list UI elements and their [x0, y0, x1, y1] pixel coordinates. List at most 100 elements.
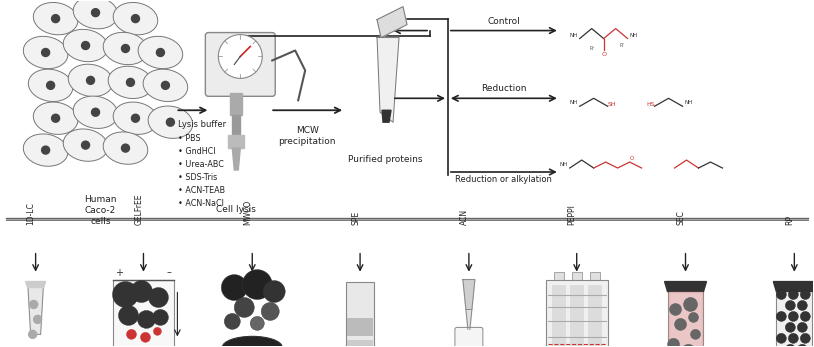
Circle shape — [681, 344, 695, 347]
Text: • ACN-NaCl: • ACN-NaCl — [178, 199, 225, 208]
Circle shape — [91, 9, 99, 17]
Circle shape — [218, 35, 262, 78]
Circle shape — [234, 297, 254, 318]
Text: Control: Control — [488, 17, 520, 26]
Ellipse shape — [63, 129, 107, 161]
Circle shape — [141, 332, 151, 342]
Circle shape — [243, 270, 272, 299]
Polygon shape — [463, 280, 475, 310]
Text: R': R' — [619, 43, 624, 48]
Circle shape — [161, 81, 169, 89]
Circle shape — [250, 316, 265, 330]
Ellipse shape — [103, 32, 148, 65]
Polygon shape — [28, 281, 44, 335]
Circle shape — [684, 297, 698, 312]
Circle shape — [221, 274, 247, 301]
Text: NH: NH — [570, 100, 578, 105]
Bar — [570, 285, 584, 347]
Circle shape — [29, 301, 37, 308]
Circle shape — [121, 144, 129, 152]
Circle shape — [777, 312, 786, 321]
Polygon shape — [232, 148, 240, 170]
Text: Reduction or alkylation: Reduction or alkylation — [455, 175, 552, 184]
Circle shape — [166, 118, 174, 126]
Text: PEPPI: PEPPI — [567, 204, 576, 225]
Bar — [554, 272, 564, 281]
Bar — [112, 280, 174, 347]
Ellipse shape — [148, 106, 193, 138]
Circle shape — [91, 108, 99, 116]
Circle shape — [786, 322, 795, 332]
Circle shape — [132, 114, 139, 122]
Text: Human
Caco-2
cells: Human Caco-2 cells — [85, 195, 116, 226]
Circle shape — [798, 322, 807, 332]
Ellipse shape — [33, 102, 78, 134]
Text: NH: NH — [570, 33, 578, 37]
Polygon shape — [382, 110, 391, 122]
Circle shape — [689, 312, 698, 322]
Circle shape — [153, 327, 161, 335]
Ellipse shape — [222, 336, 282, 347]
Circle shape — [51, 114, 59, 122]
Circle shape — [42, 49, 50, 57]
Ellipse shape — [28, 69, 73, 102]
Text: HS: HS — [646, 102, 655, 107]
Circle shape — [667, 338, 680, 347]
Bar — [777, 281, 812, 347]
Text: • SDS-Tris: • SDS-Tris — [178, 173, 217, 182]
Text: • Urea-ABC: • Urea-ABC — [178, 160, 225, 169]
Bar — [346, 281, 374, 347]
Circle shape — [798, 301, 807, 311]
Circle shape — [798, 344, 807, 347]
Circle shape — [138, 311, 155, 328]
Ellipse shape — [33, 2, 78, 35]
Bar — [552, 285, 566, 347]
Text: MWCO: MWCO — [243, 200, 252, 225]
Text: GELFrEE: GELFrEE — [134, 193, 143, 225]
Circle shape — [42, 146, 50, 154]
Circle shape — [786, 344, 795, 347]
Text: O: O — [629, 156, 634, 161]
Text: • GndHCl: • GndHCl — [178, 147, 216, 156]
Text: R¹: R¹ — [589, 46, 595, 51]
Ellipse shape — [63, 29, 107, 62]
Polygon shape — [773, 281, 814, 291]
Text: O: O — [602, 52, 606, 58]
Circle shape — [46, 81, 55, 89]
Circle shape — [81, 42, 90, 50]
Text: SEC: SEC — [676, 210, 685, 225]
Bar — [588, 285, 602, 347]
Circle shape — [788, 312, 799, 321]
Circle shape — [33, 315, 42, 323]
Text: +: + — [116, 268, 124, 278]
Circle shape — [777, 333, 786, 343]
Circle shape — [112, 281, 138, 307]
Circle shape — [130, 281, 152, 303]
Ellipse shape — [24, 134, 68, 166]
Circle shape — [51, 15, 59, 23]
Circle shape — [126, 78, 134, 86]
Text: ACN: ACN — [460, 209, 469, 225]
Text: Cell lysis: Cell lysis — [217, 205, 256, 214]
Circle shape — [86, 76, 94, 84]
Polygon shape — [664, 281, 707, 291]
Circle shape — [777, 289, 786, 299]
Ellipse shape — [138, 36, 182, 69]
Circle shape — [800, 333, 810, 343]
Circle shape — [788, 333, 799, 343]
Bar — [347, 340, 373, 347]
Circle shape — [261, 303, 279, 320]
Circle shape — [225, 313, 240, 329]
Polygon shape — [230, 93, 243, 115]
Circle shape — [28, 330, 37, 338]
Text: Reduction: Reduction — [481, 84, 527, 93]
Text: SPE: SPE — [351, 211, 360, 225]
Circle shape — [800, 289, 810, 299]
Ellipse shape — [108, 66, 153, 99]
Polygon shape — [377, 37, 399, 122]
Ellipse shape — [68, 64, 113, 96]
Bar — [347, 319, 373, 336]
Text: SH: SH — [608, 102, 616, 107]
Circle shape — [119, 305, 138, 325]
Text: NH: NH — [559, 162, 567, 167]
